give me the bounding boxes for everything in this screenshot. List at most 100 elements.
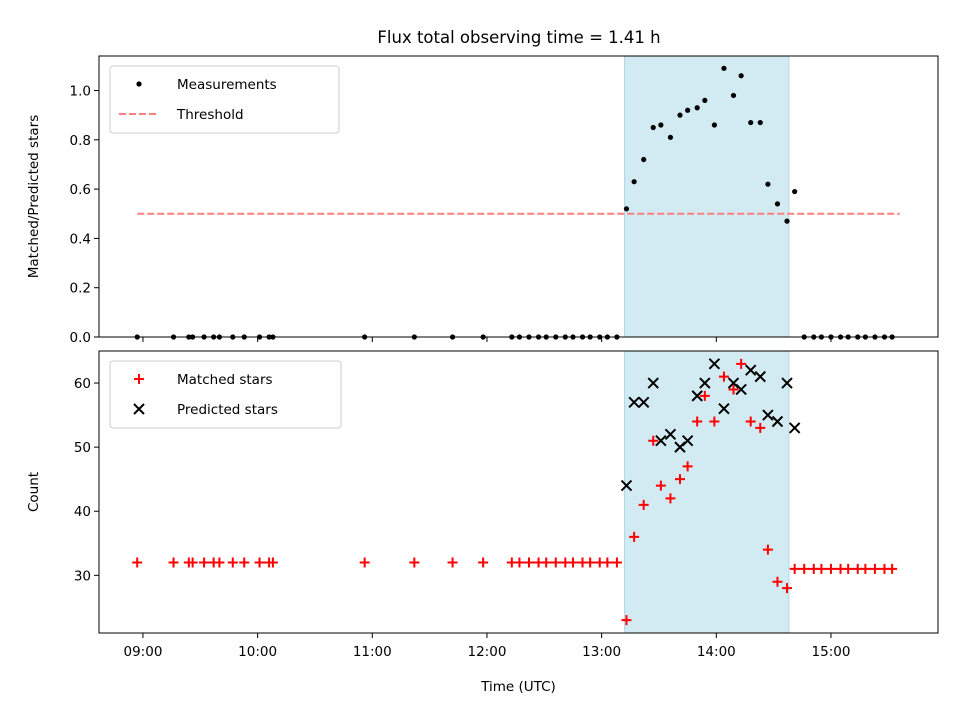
data-point xyxy=(514,557,525,568)
data-point xyxy=(641,156,647,163)
data-point xyxy=(744,364,757,376)
data-point xyxy=(682,461,693,472)
data-point xyxy=(621,615,632,626)
plot-frame xyxy=(98,350,939,634)
x-tick-label: 14:00 xyxy=(697,644,736,660)
data-point xyxy=(628,396,640,408)
data-point xyxy=(709,416,720,427)
data-point xyxy=(772,576,783,587)
data-point xyxy=(825,563,836,574)
data-point xyxy=(665,493,676,504)
data-point xyxy=(694,105,700,111)
data-point xyxy=(738,73,744,79)
data-point xyxy=(762,409,774,421)
y-tick-label: 0.8 xyxy=(70,133,91,149)
data-point xyxy=(708,358,721,370)
data-point xyxy=(637,396,650,408)
data-point xyxy=(227,557,238,568)
x-tick-label: 12:00 xyxy=(468,644,507,660)
data-point xyxy=(650,124,656,131)
legend-box xyxy=(109,65,340,134)
data-point xyxy=(765,181,771,187)
data-point xyxy=(702,97,708,103)
data-point xyxy=(629,531,640,542)
legend-label: Matched stars xyxy=(177,372,273,388)
data-point xyxy=(602,557,613,568)
data-point xyxy=(792,188,798,195)
observing-window-span xyxy=(624,350,790,634)
y-tick-label: 50 xyxy=(74,440,91,456)
data-point xyxy=(699,377,711,389)
data-point xyxy=(685,107,691,113)
data-point xyxy=(691,390,703,402)
data-point xyxy=(541,557,552,568)
data-point xyxy=(631,179,637,185)
y-tick-label: 0.0 xyxy=(70,330,91,346)
legend-box xyxy=(109,360,342,429)
data-point xyxy=(748,119,754,126)
ratio-y-axis-label: Matched/Predicted stars xyxy=(26,115,42,278)
observing-window-span xyxy=(624,55,790,338)
data-point xyxy=(869,563,880,574)
data-point xyxy=(730,92,737,99)
data-point xyxy=(267,557,278,568)
data-point xyxy=(655,435,667,447)
data-point xyxy=(789,563,800,574)
data-point xyxy=(755,422,766,433)
data-point xyxy=(567,557,578,568)
data-point xyxy=(674,474,685,485)
data-point xyxy=(254,557,265,568)
series-matched-stars xyxy=(132,358,898,626)
x-tick-label: 13:00 xyxy=(582,644,621,660)
data-point xyxy=(447,557,458,568)
data-point xyxy=(168,557,179,568)
data-point xyxy=(745,416,756,427)
legend-label: Threshold xyxy=(176,107,244,123)
legend: Matched stars Predicted stars xyxy=(109,360,342,429)
data-point xyxy=(478,557,489,568)
data-point xyxy=(524,557,535,568)
data-point xyxy=(655,480,666,491)
data-point xyxy=(784,218,790,224)
data-point xyxy=(781,377,793,389)
data-point xyxy=(585,557,596,568)
data-point xyxy=(887,563,898,574)
legend-marker xyxy=(134,374,144,384)
data-point xyxy=(623,206,630,212)
plot-frame xyxy=(98,55,939,338)
data-point xyxy=(718,371,729,382)
series-predicted-stars xyxy=(620,358,801,492)
data-point xyxy=(648,435,659,446)
data-point xyxy=(409,557,420,568)
data-point xyxy=(658,122,664,128)
time-x-axis-label: Time (UTC) xyxy=(480,679,556,695)
data-point xyxy=(667,134,674,140)
data-point xyxy=(728,384,739,395)
data-point xyxy=(239,557,250,568)
chart-title: Flux total observing time = 1.41 h xyxy=(377,28,660,47)
data-point xyxy=(699,390,710,401)
data-point xyxy=(843,563,854,574)
count-panel: Count Time (UTC) 30 40 50 60 09:00 10:00 11:00… xyxy=(26,350,939,695)
legend-marker xyxy=(136,81,142,87)
y-tick-label: 0.6 xyxy=(70,182,91,198)
data-point xyxy=(214,557,225,568)
data-point xyxy=(187,557,198,568)
data-point xyxy=(620,479,633,492)
data-point xyxy=(681,435,694,447)
y-tick-label: 30 xyxy=(74,568,91,584)
data-point xyxy=(611,557,622,568)
data-point xyxy=(132,557,143,568)
data-point xyxy=(199,557,210,568)
data-point xyxy=(774,201,781,207)
data-point xyxy=(664,428,677,441)
data-point xyxy=(647,377,659,389)
data-point xyxy=(757,119,763,126)
data-point xyxy=(677,112,683,118)
legend-label: Predicted stars xyxy=(177,402,278,418)
data-point xyxy=(762,544,773,555)
y-tick-label: 1.0 xyxy=(70,84,91,100)
data-point xyxy=(754,370,766,383)
data-point xyxy=(721,65,727,71)
data-point xyxy=(799,563,810,574)
